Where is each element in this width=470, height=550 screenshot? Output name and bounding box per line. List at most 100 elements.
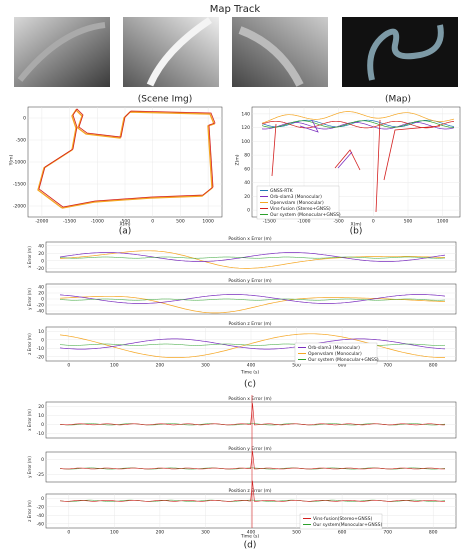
legend-label: Vins-fusion (Stereo+GNSS) — [270, 206, 331, 212]
axis-label: Y(m) — [9, 154, 15, 166]
curve — [261, 111, 455, 124]
y-tick-label: 0 — [41, 422, 44, 428]
axis-label: Time (s) — [240, 370, 260, 376]
y-tick-label: 0 — [41, 457, 44, 463]
legend — [294, 342, 378, 365]
curve — [59, 252, 446, 262]
y-tick-label: -2000 — [13, 204, 26, 210]
y-tick-label: -20 — [37, 504, 44, 510]
x-tick-label: 800 — [429, 530, 438, 536]
x-tick-label: 300 — [201, 530, 210, 536]
caption: (Scene Img) — [138, 95, 192, 105]
x-tick-label: -1000 — [297, 219, 310, 225]
legend-label: Vins-fusion(Stereo+GNSS) — [313, 516, 372, 522]
subplot-title: Position y Error (m) — [228, 446, 272, 452]
axis-label: x Error (m) — [27, 246, 32, 268]
curve — [59, 338, 446, 350]
caption: (b) — [350, 227, 363, 237]
x-tick-label: 200 — [156, 363, 165, 369]
legend — [299, 513, 383, 530]
caption: (d) — [244, 541, 257, 550]
caption: (Map) — [385, 95, 411, 105]
y-tick-label: 0 — [41, 297, 44, 303]
axis-label: X(m) — [120, 222, 131, 228]
figure-title: Map Track — [210, 4, 261, 15]
curve — [261, 120, 454, 128]
y-tick-label: -20 — [37, 303, 44, 309]
trajectory — [299, 119, 353, 169]
curve — [59, 480, 445, 502]
y-tick-label: 140 — [241, 111, 250, 117]
curve — [59, 450, 445, 470]
subplot-title: Position y Error (m) — [228, 278, 272, 284]
y-tick-label: 100 — [241, 139, 250, 145]
y-tick-label: 0 — [41, 337, 44, 343]
curve — [59, 294, 446, 304]
curve — [59, 250, 446, 269]
axis-label: y Error (m) — [27, 288, 32, 310]
x-tick-label: 500 — [292, 530, 301, 536]
subplot-title: Position x Error (m) — [228, 236, 272, 242]
y-tick-label: 40 — [38, 285, 44, 291]
curve — [261, 122, 455, 130]
y-tick-label: 0 — [41, 496, 44, 502]
x-tick-label: 1000 — [202, 219, 214, 225]
caption: (a) — [119, 227, 132, 237]
x-tick-label: 0 — [67, 530, 70, 536]
y-tick-label: -10 — [37, 346, 44, 352]
curve — [59, 333, 445, 358]
y-tick-label: -10 — [37, 431, 44, 437]
x-tick-label: 800 — [429, 363, 438, 369]
x-tick-label: -500 — [334, 219, 344, 225]
axis-label: X(m) — [351, 222, 362, 228]
y-tick-label: -1000 — [13, 160, 26, 166]
scene-image — [146, 17, 212, 87]
x-tick-label: -2000 — [35, 219, 48, 225]
x-tick-label: 400 — [247, 530, 256, 536]
y-tick-label: 20 — [38, 291, 44, 297]
axis-label: y Error (m) — [27, 456, 32, 478]
subplot-title: Position z Error (m) — [228, 488, 271, 494]
axis-label: z Error (m) — [27, 333, 32, 355]
y-tick-label: -25 — [37, 472, 44, 478]
y-tick-label: 120 — [241, 125, 250, 131]
subplot-title: Position z Error (m) — [228, 321, 271, 327]
curve — [59, 343, 446, 346]
subplot-title: Position x Error (m) — [228, 396, 272, 402]
x-tick-label: 400 — [247, 363, 256, 369]
y-tick-label: 40 — [38, 243, 44, 249]
scene-image — [238, 26, 304, 87]
x-tick-label: -1500 — [63, 219, 76, 225]
y-tick-label: 10 — [38, 413, 44, 419]
axis-label: Z(m) — [235, 154, 241, 165]
legend-label: Our system (Monocular+GNSS) — [308, 357, 379, 363]
x-tick-label: -1500 — [263, 219, 276, 225]
y-tick-label: 0 — [247, 208, 250, 214]
x-tick-label: 500 — [404, 219, 413, 225]
x-tick-label: 100 — [110, 530, 119, 536]
y-tick-label: -40 — [37, 513, 44, 519]
x-tick-label: 1000 — [437, 219, 449, 225]
y-tick-label: 40 — [244, 180, 250, 186]
y-tick-label: 20 — [244, 194, 250, 200]
axis-label: x Error (m) — [27, 409, 32, 431]
legend-label: Orb-slam3 (Monocular) — [308, 345, 360, 351]
legend-label: Openvslam (Monocular) — [308, 351, 362, 357]
scene-image — [17, 22, 106, 82]
curve — [59, 403, 446, 426]
trajectory — [271, 119, 441, 213]
x-tick-label: 300 — [201, 363, 210, 369]
x-tick-label: 700 — [383, 363, 392, 369]
curve — [59, 298, 446, 301]
x-tick-label: 500 — [292, 363, 301, 369]
x-tick-label: 0 — [151, 219, 154, 225]
x-tick-label: 500 — [176, 219, 185, 225]
legend-label: GNSS-RTK — [270, 188, 294, 194]
legend-label: Our system (Monocular+GNSS) — [270, 212, 341, 218]
y-tick-label: 60 — [244, 166, 250, 172]
map-image — [367, 24, 444, 81]
y-tick-label: -20 — [37, 266, 44, 272]
y-tick-label: -60 — [37, 521, 44, 527]
y-tick-label: 0 — [23, 116, 26, 122]
